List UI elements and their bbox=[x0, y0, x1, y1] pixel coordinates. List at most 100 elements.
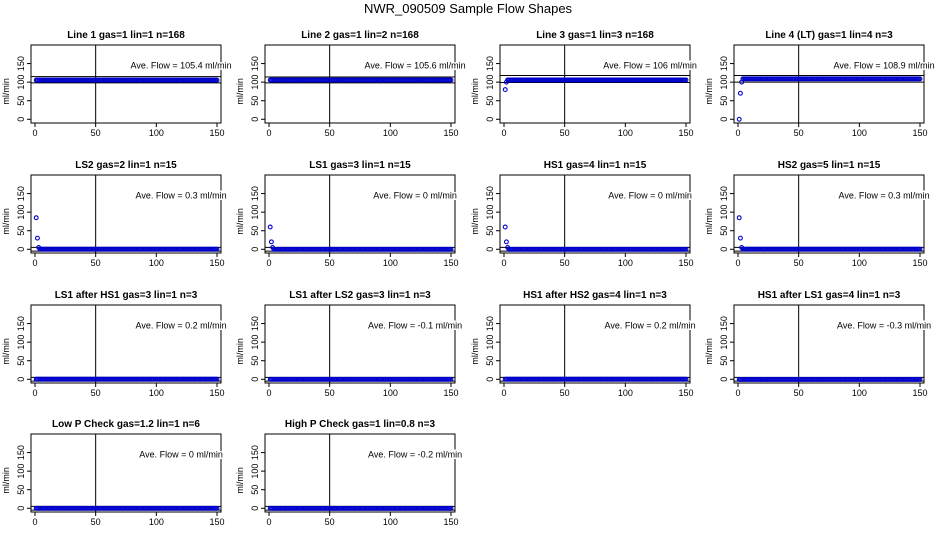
y-tick-label: 0 bbox=[719, 247, 729, 252]
y-tick-label: 50 bbox=[16, 96, 26, 106]
y-tick-label: 150 bbox=[250, 56, 260, 71]
y-tick-label: 100 bbox=[485, 75, 495, 90]
y-tick-label: 100 bbox=[250, 464, 260, 479]
panel-title: Line 2 gas=1 lin=2 n=168 bbox=[301, 30, 419, 41]
plot-frame bbox=[30, 44, 222, 124]
y-tick-label: 0 bbox=[16, 506, 26, 511]
x-tick-label: 0 bbox=[32, 258, 37, 268]
panel-title: HS1 gas=4 lin=1 n=15 bbox=[544, 160, 647, 171]
x-tick-label: 150 bbox=[678, 258, 693, 268]
x-tick-label: 0 bbox=[735, 128, 740, 138]
data-point bbox=[214, 77, 220, 83]
x-tick-label: 0 bbox=[32, 388, 37, 398]
plot-frame bbox=[30, 304, 222, 384]
x-tick-label: 0 bbox=[501, 128, 506, 138]
y-tick-label: 150 bbox=[250, 445, 260, 460]
y-tick-label: 0 bbox=[16, 377, 26, 382]
x-tick-label: 150 bbox=[209, 388, 224, 398]
x-tick-label: 150 bbox=[912, 388, 927, 398]
x-tick-label: 0 bbox=[266, 128, 271, 138]
x-tick-label: 150 bbox=[443, 517, 458, 527]
y-tick-label: 150 bbox=[16, 56, 26, 71]
x-tick-label: 0 bbox=[32, 128, 37, 138]
x-tick-label: 150 bbox=[912, 258, 927, 268]
y-tick-label: 50 bbox=[250, 356, 260, 366]
x-tick-label: 150 bbox=[443, 388, 458, 398]
x-tick-label: 0 bbox=[266, 517, 271, 527]
average-flow-annotation: Ave. Flow = 0.2 ml/min bbox=[136, 320, 227, 330]
panel-10: LS1 after LS2 gas=3 lin=1 n=3 ml/min 0 50 10… bbox=[235, 290, 464, 398]
y-tick-label: 100 bbox=[719, 205, 729, 220]
average-flow-annotation: Ave. Flow = -0.1 ml/min bbox=[368, 320, 462, 330]
y-tick-label: 150 bbox=[250, 316, 260, 331]
plot-frame bbox=[499, 44, 691, 124]
data-point bbox=[683, 77, 689, 83]
data-point bbox=[917, 246, 923, 252]
plot-frame bbox=[264, 174, 456, 254]
y-tick-label: 50 bbox=[250, 226, 260, 236]
x-tick-label: 100 bbox=[618, 128, 633, 138]
y-tick-label: 0 bbox=[719, 377, 729, 382]
x-tick-label: 150 bbox=[209, 258, 224, 268]
panel-title: Line 1 gas=1 lin=1 n=168 bbox=[67, 30, 185, 41]
x-tick-label: 50 bbox=[560, 388, 570, 398]
y-tick-label: 0 bbox=[719, 117, 729, 122]
y-tick-label: 50 bbox=[250, 96, 260, 106]
x-tick-label: 100 bbox=[618, 258, 633, 268]
data-point bbox=[33, 215, 39, 221]
panel-5: LS2 gas=2 lin=1 n=15 ml/min 0 50 100 150 0 50 10… bbox=[1, 160, 228, 268]
y-tick-label: 150 bbox=[16, 445, 26, 460]
y-tick-label: 0 bbox=[250, 117, 260, 122]
y-axis-label: ml/min bbox=[704, 208, 714, 235]
data-point bbox=[917, 376, 923, 382]
y-axis-label: ml/min bbox=[704, 338, 714, 365]
y-tick-label: 100 bbox=[16, 464, 26, 479]
x-tick-label: 50 bbox=[325, 128, 335, 138]
plot-frame bbox=[264, 304, 456, 384]
x-tick-label: 50 bbox=[325, 388, 335, 398]
average-flow-annotation: Ave. Flow = 0.3 ml/min bbox=[136, 190, 227, 200]
data-point bbox=[736, 215, 742, 221]
panel-title: LS1 after LS2 gas=3 lin=1 n=3 bbox=[289, 290, 431, 301]
data-point bbox=[737, 90, 743, 96]
y-tick-label: 0 bbox=[250, 506, 260, 511]
panel-title: Low P Check gas=1.2 lin=1 n=6 bbox=[52, 419, 200, 430]
panel-4: Line 4 (LT) gas=1 lin=4 n=3 ml/min 0 50 100 1… bbox=[704, 30, 936, 138]
x-tick-label: 100 bbox=[852, 258, 867, 268]
y-tick-label: 0 bbox=[250, 247, 260, 252]
panel-2: Line 2 gas=1 lin=2 n=168 ml/min 0 50 100 150 0… bbox=[235, 30, 467, 138]
y-tick-label: 100 bbox=[16, 205, 26, 220]
x-tick-label: 100 bbox=[852, 388, 867, 398]
y-tick-label: 150 bbox=[485, 186, 495, 201]
y-tick-label: 150 bbox=[485, 56, 495, 71]
x-tick-label: 0 bbox=[735, 258, 740, 268]
y-tick-label: 150 bbox=[719, 56, 729, 71]
panel-title: HS1 after LS1 gas=4 lin=1 n=3 bbox=[758, 290, 901, 301]
plot-frame bbox=[30, 174, 222, 254]
x-tick-label: 100 bbox=[383, 128, 398, 138]
plot-frame bbox=[733, 44, 925, 124]
y-tick-label: 150 bbox=[719, 316, 729, 331]
x-tick-label: 50 bbox=[794, 128, 804, 138]
data-point bbox=[737, 235, 743, 241]
panel-title: HS1 after HS2 gas=4 lin=1 n=3 bbox=[523, 290, 667, 301]
average-flow-annotation: Ave. Flow = 105.6 ml/min bbox=[365, 60, 466, 70]
panel-title: HS2 gas=5 lin=1 n=15 bbox=[778, 160, 881, 171]
panel-8: HS2 gas=5 lin=1 n=15 ml/min 0 50 100 150 0 50 10… bbox=[704, 160, 931, 268]
x-tick-label: 0 bbox=[266, 388, 271, 398]
y-tick-label: 100 bbox=[485, 335, 495, 350]
y-tick-label: 50 bbox=[485, 96, 495, 106]
plot-frame bbox=[733, 174, 925, 254]
x-tick-label: 150 bbox=[443, 258, 458, 268]
y-axis-label: ml/min bbox=[1, 208, 11, 235]
y-tick-label: 100 bbox=[719, 335, 729, 350]
y-axis-label: ml/min bbox=[704, 78, 714, 105]
x-tick-label: 150 bbox=[912, 128, 927, 138]
x-tick-label: 0 bbox=[32, 517, 37, 527]
y-tick-label: 100 bbox=[485, 205, 495, 220]
x-tick-label: 50 bbox=[560, 128, 570, 138]
x-tick-label: 150 bbox=[678, 388, 693, 398]
plot-frame bbox=[264, 433, 456, 513]
y-axis-label: ml/min bbox=[470, 338, 480, 365]
plot-frame bbox=[499, 174, 691, 254]
